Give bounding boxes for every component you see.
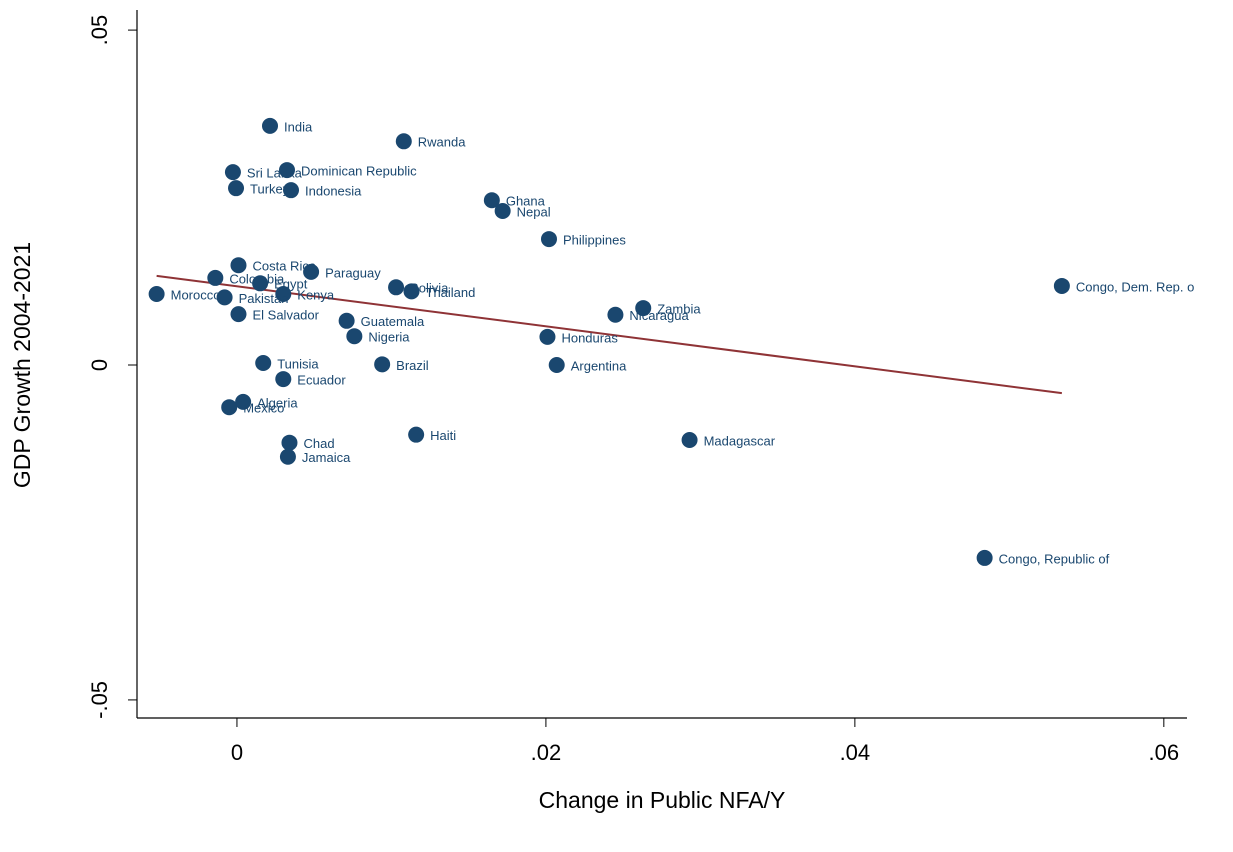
point — [235, 393, 252, 410]
point — [281, 434, 298, 451]
point — [262, 117, 279, 134]
point — [395, 133, 412, 150]
x-tick-label: .06 — [1149, 740, 1180, 765]
point — [635, 300, 652, 317]
point — [494, 202, 511, 219]
point — [255, 354, 272, 371]
y-tick-label: -.05 — [87, 681, 112, 719]
point — [338, 312, 355, 329]
point-label: Morocco — [171, 287, 221, 302]
point-label: Bolivia — [410, 281, 449, 296]
point-label: Zambia — [657, 302, 701, 317]
point-label: Ghana — [506, 194, 546, 209]
point-label: Jamaica — [302, 450, 351, 465]
point — [252, 275, 269, 292]
point-label: India — [284, 119, 313, 134]
point-label: Dominican Republic — [301, 164, 417, 179]
point-label: Madagascar — [704, 433, 776, 448]
point-label: Honduras — [561, 330, 618, 345]
x-tick-label: 0 — [231, 740, 243, 765]
point-label: Brazil — [396, 358, 429, 373]
point-label: Congo, Dem. Rep. o — [1076, 279, 1195, 294]
point-label: Guatemala — [361, 314, 425, 329]
point — [230, 257, 247, 274]
point-label: Thailand — [426, 285, 476, 300]
point-label: Chad — [303, 436, 334, 451]
point-label: Argentina — [571, 358, 627, 373]
point-label: El Salvador — [252, 308, 319, 323]
point-label: Nigeria — [368, 330, 410, 345]
point-label: Ecuador — [297, 373, 346, 388]
point — [230, 306, 247, 323]
point — [388, 279, 405, 296]
y-tick-label: .05 — [87, 15, 112, 46]
point-label: Nepal — [517, 204, 551, 219]
point — [279, 162, 295, 179]
x-axis-title: Change in Public NFA/Y — [539, 787, 786, 813]
point-label: Costa Rica — [252, 259, 316, 274]
x-tick-label: .04 — [840, 740, 871, 765]
point — [275, 286, 292, 303]
point — [216, 289, 233, 306]
point-label: Mexico — [243, 401, 284, 416]
point-label: Kenya — [297, 287, 335, 302]
point — [607, 306, 624, 323]
point — [483, 192, 500, 209]
point — [548, 357, 565, 374]
point-label: Paraguay — [325, 265, 381, 280]
point — [275, 371, 292, 388]
point-label: Sri Lanka — [247, 166, 303, 181]
point-label: Rwanda — [418, 135, 466, 150]
y-axis-title: GDP Growth 2004-2021 — [9, 242, 35, 488]
point — [346, 328, 363, 345]
point — [148, 286, 165, 303]
point — [374, 356, 391, 373]
point-label: Turkey — [250, 182, 290, 197]
point — [539, 328, 556, 345]
point-label: Algeria — [257, 395, 298, 410]
point-label: Haiti — [430, 428, 456, 443]
point — [207, 269, 224, 286]
point-label: Indonesia — [305, 184, 362, 199]
y-tick-label: 0 — [87, 359, 112, 371]
point — [303, 263, 320, 280]
point — [976, 549, 993, 566]
point — [408, 426, 425, 443]
point-label: Tunisia — [277, 356, 319, 371]
point-label: Nicaragua — [629, 308, 689, 323]
point — [221, 399, 238, 416]
point — [1053, 277, 1070, 294]
fit-line — [156, 274, 1062, 395]
point — [403, 283, 420, 300]
point — [681, 432, 698, 449]
point-label: Pakistan — [239, 291, 289, 306]
point-label: Philippines — [563, 233, 626, 248]
point — [279, 448, 296, 465]
point — [283, 182, 300, 199]
point — [228, 180, 245, 197]
x-tick-label: .02 — [531, 740, 562, 765]
point — [540, 231, 557, 248]
point — [224, 164, 241, 181]
point-label: Congo, Republic of — [999, 551, 1110, 566]
